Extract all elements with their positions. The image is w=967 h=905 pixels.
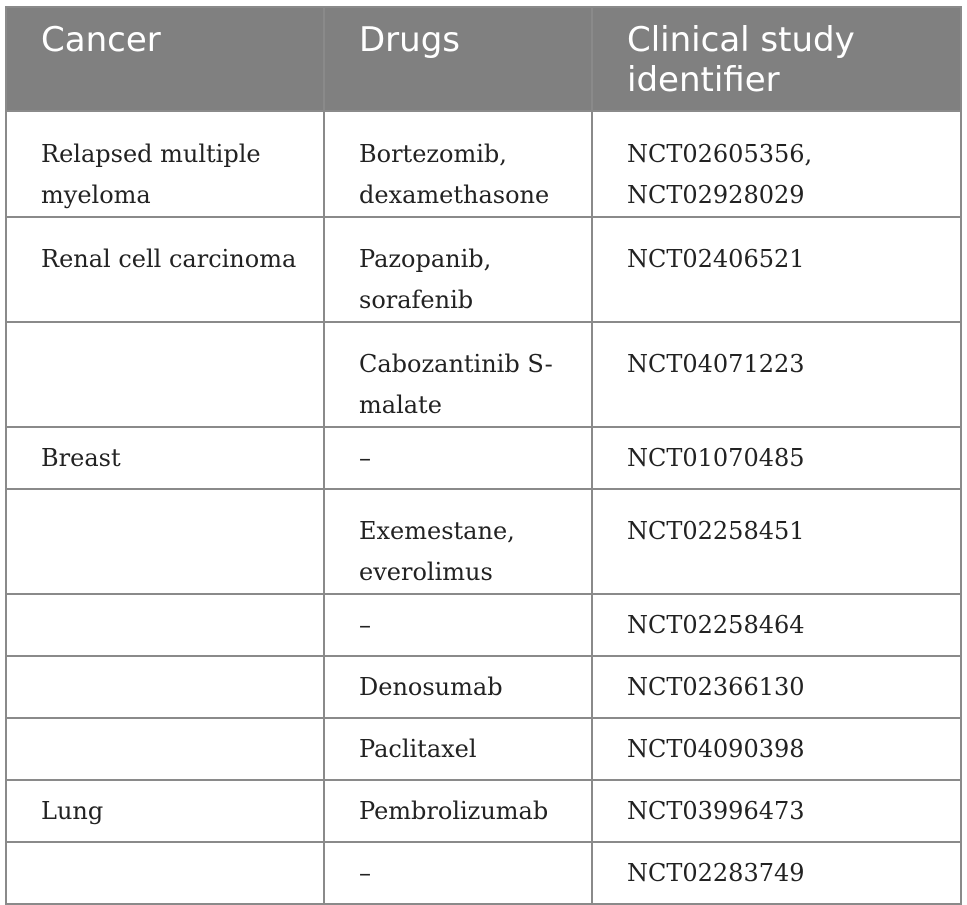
table-row: Cabozantinib S-malate NCT04071223 <box>5 321 962 428</box>
table-body: Relapsed multiple myeloma Bortezomib, de… <box>5 110 962 905</box>
cell-cancer: Renal cell carcinoma <box>5 216 325 323</box>
cell-identifier: NCT04071223 <box>591 321 962 428</box>
cell-identifier: NCT02258451 <box>591 488 962 595</box>
cell-identifier: NCT02406521 <box>591 216 962 323</box>
cell-identifier: NCT03996473 <box>591 779 962 843</box>
cell-identifier: NCT01070485 <box>591 426 962 490</box>
clinical-trials-table-container: Cancer Drugs Clinical study identifier R… <box>5 6 962 905</box>
header-clinical-study-identifier: Clinical study identifier <box>591 6 962 112</box>
cell-identifier: NCT02283749 <box>591 841 962 905</box>
cell-drugs: Denosumab <box>323 655 593 719</box>
cell-identifier: NCT02258464 <box>591 593 962 657</box>
cell-drugs: Paclitaxel <box>323 717 593 781</box>
cell-drugs: Pazopanib, sorafenib <box>323 216 593 323</box>
cell-cancer <box>5 593 325 657</box>
table-row: Breast – NCT01070485 <box>5 426 962 490</box>
cell-cancer <box>5 717 325 781</box>
table-row: Denosumab NCT02366130 <box>5 655 962 719</box>
cell-cancer <box>5 841 325 905</box>
cell-identifier: NCT02605356, NCT02928029 <box>591 110 962 218</box>
cell-drugs: Bortezomib, dexamethasone <box>323 110 593 218</box>
header-identifier-line2: identifier <box>627 60 780 100</box>
header-row: Cancer Drugs Clinical study identifier <box>5 6 962 112</box>
cell-cancer <box>5 321 325 428</box>
cell-cancer <box>5 655 325 719</box>
cell-drugs: – <box>323 841 593 905</box>
cell-drugs: Cabozantinib S-malate <box>323 321 593 428</box>
cell-cancer: Breast <box>5 426 325 490</box>
table-row: Relapsed multiple myeloma Bortezomib, de… <box>5 110 962 218</box>
cell-cancer: Relapsed multiple myeloma <box>5 110 325 218</box>
table-row: Exemestane, everolimus NCT02258451 <box>5 488 962 595</box>
cell-drugs: – <box>323 593 593 657</box>
table-row: – NCT02258464 <box>5 593 962 657</box>
cell-cancer: Lung <box>5 779 325 843</box>
cell-drugs: – <box>323 426 593 490</box>
cell-drugs: Exemestane, everolimus <box>323 488 593 595</box>
clinical-trials-table: Cancer Drugs Clinical study identifier R… <box>5 6 962 905</box>
cell-identifier: NCT02366130 <box>591 655 962 719</box>
header-cancer: Cancer <box>5 6 325 112</box>
cell-cancer <box>5 488 325 595</box>
header-drugs: Drugs <box>323 6 593 112</box>
table-row: – NCT02283749 <box>5 841 962 905</box>
table-row: Paclitaxel NCT04090398 <box>5 717 962 781</box>
cell-drugs: Pembrolizumab <box>323 779 593 843</box>
table-row: Lung Pembrolizumab NCT03996473 <box>5 779 962 843</box>
table-row: Renal cell carcinoma Pazopanib, sorafeni… <box>5 216 962 323</box>
header-identifier-line1: Clinical study <box>627 20 855 60</box>
cell-identifier: NCT04090398 <box>591 717 962 781</box>
table-header: Cancer Drugs Clinical study identifier <box>5 6 962 112</box>
